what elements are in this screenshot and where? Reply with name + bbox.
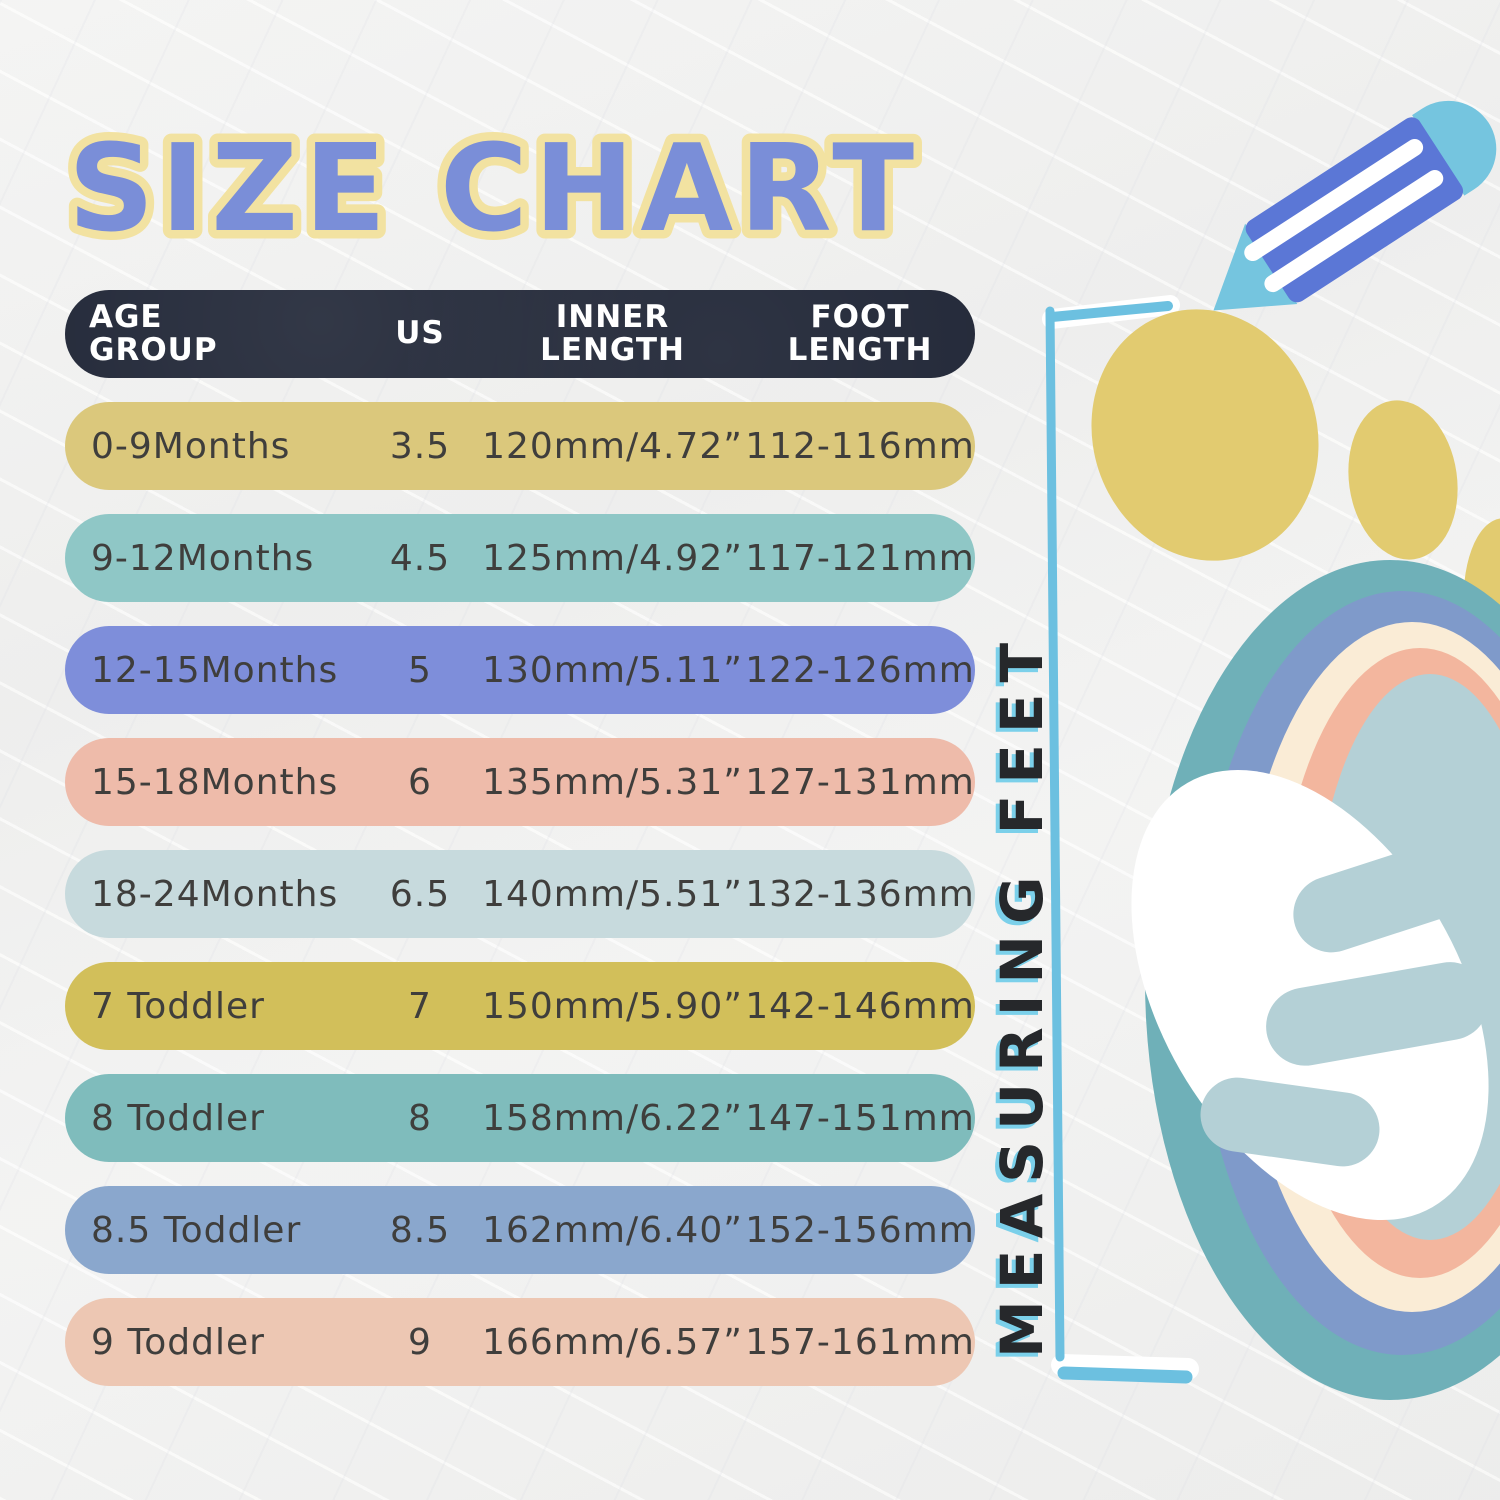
- table-header-row: AGE GROUP US INNER LENGTH FOOT LENGTH: [65, 290, 975, 378]
- cell-age-group: 8.5 Toddler: [91, 1209, 302, 1251]
- table-row: 18-24Months 6.5 140mm/5.51” 132-136mm: [65, 850, 975, 938]
- foot-claw-finger: [1266, 962, 1489, 1066]
- column-header-inner-length: INNER LENGTH: [480, 298, 745, 368]
- cell-foot-length: 122-126mm: [745, 649, 975, 691]
- table-row: 0-9Months 3.5 120mm/4.72” 112-116mm: [65, 402, 975, 490]
- cell-inner-length: 162mm/6.40”: [482, 1209, 743, 1251]
- cell-inner-length: 150mm/5.90”: [482, 985, 743, 1027]
- cell-age-group: 12-15Months: [91, 649, 339, 691]
- column-header-age-group-label: AGE GROUP: [89, 298, 218, 368]
- footprint-shape: [1091, 309, 1500, 1400]
- footprint-illustration: [1042, 295, 1500, 1400]
- cell-foot-length: 157-161mm: [745, 1321, 975, 1363]
- cell-us-size: 3.5: [389, 425, 451, 467]
- foot-claw-finger: [1293, 833, 1500, 953]
- pencil-icon: [1180, 82, 1500, 333]
- pencil-shape: [1183, 80, 1500, 345]
- cell-foot-length: 127-131mm: [745, 761, 975, 803]
- cell-inner-length: 125mm/4.92”: [482, 537, 743, 579]
- cell-us-size: 9: [408, 1321, 432, 1363]
- cell-age-group: 8 Toddler: [91, 1097, 265, 1139]
- cell-foot-length: 112-116mm: [745, 425, 975, 467]
- cell-inner-length: 120mm/4.72”: [482, 425, 743, 467]
- column-header-foot-length-label: FOOT LENGTH: [787, 298, 933, 368]
- cell-us-size: 7: [408, 985, 432, 1027]
- table-row: 7 Toddler 7 150mm/5.90” 142-146mm: [65, 962, 975, 1050]
- cell-us-size: 5: [408, 649, 432, 691]
- cell-inner-length: 135mm/5.31”: [482, 761, 743, 803]
- table-row: 9-12Months 4.5 125mm/4.92” 117-121mm: [65, 514, 975, 602]
- cell-age-group: 9-12Months: [91, 537, 315, 579]
- cell-inner-length: 140mm/5.51”: [482, 873, 743, 915]
- cell-foot-length: 132-136mm: [745, 873, 975, 915]
- cell-age-group: 15-18Months: [91, 761, 339, 803]
- cell-inner-length: 158mm/6.22”: [482, 1097, 743, 1139]
- size-table: AGE GROUP US INNER LENGTH FOOT LENGTH 0-…: [65, 290, 975, 1386]
- cell-us-size: 8.5: [389, 1209, 451, 1251]
- cell-foot-length: 147-151mm: [745, 1097, 975, 1139]
- pencil-body: [1240, 113, 1467, 307]
- cell-foot-length: 142-146mm: [745, 985, 975, 1027]
- page-title: SIZE CHART: [68, 120, 920, 259]
- cell-age-group: 7 Toddler: [91, 985, 265, 1027]
- table-row: 8 Toddler 8 158mm/6.22” 147-151mm: [65, 1074, 975, 1162]
- cell-us-size: 8: [408, 1097, 432, 1139]
- foot-claw-finger: [1200, 1077, 1380, 1167]
- table-row: 8.5 Toddler 8.5 162mm/6.40” 152-156mm: [65, 1186, 975, 1274]
- column-header-inner-length-label: INNER LENGTH: [540, 298, 685, 368]
- cell-age-group: 0-9Months: [91, 425, 291, 467]
- page-title-graphic: SIZE CHART: [60, 112, 923, 268]
- column-header-us-label: US: [395, 315, 445, 352]
- column-header-us: US: [360, 315, 480, 352]
- cell-us-size: 6: [408, 761, 432, 803]
- big-toe: [1091, 309, 1319, 561]
- cell-age-group: 9 Toddler: [91, 1321, 265, 1363]
- cell-inner-length: 166mm/6.57”: [482, 1321, 743, 1363]
- cell-us-size: 6.5: [389, 873, 451, 915]
- measuring-line-icon: [1042, 295, 1199, 1384]
- table-row: 15-18Months 6 135mm/5.31” 127-131mm: [65, 738, 975, 826]
- cell-foot-length: 117-121mm: [745, 537, 975, 579]
- table-row: 9 Toddler 9 166mm/6.57” 157-161mm: [65, 1298, 975, 1386]
- cell-inner-length: 130mm/5.11”: [482, 649, 743, 691]
- cell-foot-length: 152-156mm: [745, 1209, 975, 1251]
- cell-age-group: 18-24Months: [91, 873, 339, 915]
- cell-us-size: 4.5: [389, 537, 451, 579]
- column-header-age-group: AGE GROUP: [65, 298, 360, 368]
- column-header-foot-length: FOOT LENGTH: [745, 298, 975, 368]
- table-row: 12-15Months 5 130mm/5.11” 122-126mm: [65, 626, 975, 714]
- toe: [1348, 400, 1458, 560]
